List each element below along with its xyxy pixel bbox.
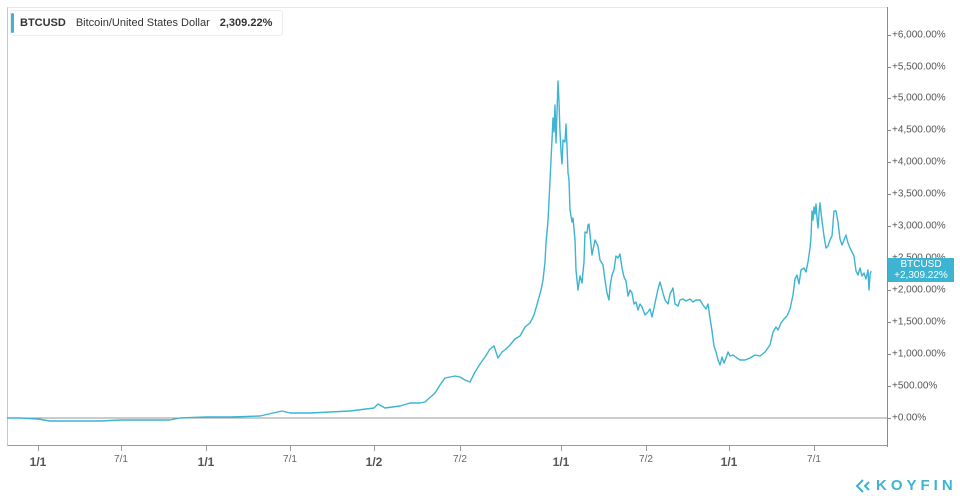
x-tick-mark [121,446,122,451]
koyfin-logo: KOYFIN [855,477,957,494]
x-tick-mark [38,446,39,451]
koyfin-chevron-logo-icon [855,478,870,493]
x-tick-label: 7/2 [453,454,467,465]
x-tick-mark [374,446,375,451]
y-tick-mark [887,418,891,419]
x-tick-label: 1/1 [29,455,47,469]
y-tick-label: +2,000.00% [892,284,946,296]
price-label-ticker: BTCUSD [900,259,942,270]
y-tick-label: +5,500.00% [892,61,946,73]
y-tick-label: +500.00% [892,380,938,392]
x-tick-mark [460,446,461,451]
y-tick-label: +3,500.00% [892,188,946,200]
legend-value: 2,309.22% [219,17,273,29]
y-tick-label: +0.00% [892,412,927,424]
y-tick-mark [887,290,891,291]
last-value-price-label: BTCUSD +2,309.22% [888,258,954,282]
brand-name: KOYFIN [876,477,957,494]
price-label-value: +2,309.22% [894,270,948,281]
y-tick-label: +6,000.00% [892,29,946,41]
y-tick-label: +4,500.00% [892,124,946,136]
y-tick-mark [887,162,891,163]
x-tick-mark [646,446,647,451]
x-tick-label: 7/2 [639,454,653,465]
y-tick-label: +1,000.00% [892,348,946,360]
y-tick-mark [887,67,891,68]
x-tick-label: 1/1 [197,455,215,469]
plot-area[interactable] [7,7,887,446]
series-legend[interactable]: BTCUSD Bitcoin/United States Dollar 2,30… [10,10,284,36]
x-tick-label: 1/1 [720,455,738,469]
legend-ticker: BTCUSD [20,17,66,29]
x-tick-label: 1/1 [552,455,570,469]
x-tick-label: 7/1 [283,454,297,465]
x-tick-mark [814,446,815,451]
x-tick-mark [290,446,291,451]
y-tick-mark [887,194,891,195]
y-tick-mark [887,130,891,131]
y-tick-label: +5,000.00% [892,92,946,104]
y-tick-mark [887,354,891,355]
y-tick-label: +1,500.00% [892,316,946,328]
x-tick-mark [729,446,730,451]
y-tick-mark [887,386,891,387]
y-axis-line [887,7,888,447]
y-tick-mark [887,35,891,36]
legend-security-name: Bitcoin/United States Dollar [75,17,210,29]
x-tick-label: 7/1 [807,454,821,465]
btcusd-line-series [7,80,872,422]
series-color-swatch [11,13,14,33]
x-tick-label: 1/2 [365,455,383,469]
y-tick-label: +4,000.00% [892,156,946,168]
x-tick-mark [206,446,207,451]
y-tick-mark [887,226,891,227]
y-tick-mark [887,322,891,323]
y-tick-label: +3,000.00% [892,220,946,232]
x-tick-mark [561,446,562,451]
y-tick-mark [887,98,891,99]
x-tick-label: 7/1 [114,454,128,465]
